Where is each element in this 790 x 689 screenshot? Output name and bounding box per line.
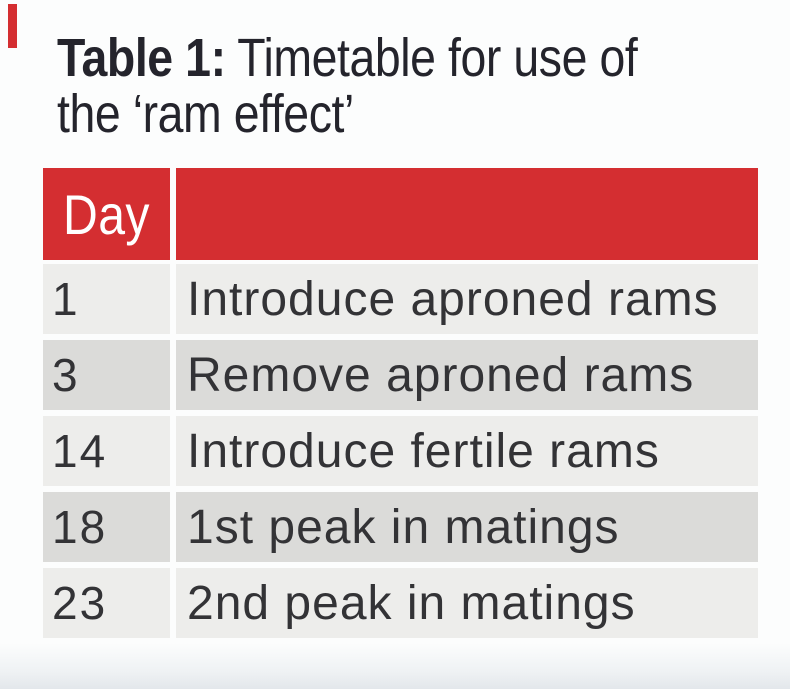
description-value: Introduce fertile rams [187, 424, 660, 478]
title-line-2: the ‘ram effect’ [57, 86, 732, 142]
title-line-2-text: the ‘ram effect’ [57, 84, 354, 144]
day-cell: 3 [43, 340, 170, 410]
day-value: 23 [52, 577, 108, 629]
ram-effect-timetable: Day 1 Introduce aproned rams 3 Remove ap… [43, 168, 758, 644]
day-value: 3 [52, 349, 80, 401]
day-header-label: Day [63, 182, 150, 246]
description-cell: Introduce aproned rams [176, 264, 758, 334]
empty-header-cell [176, 168, 758, 260]
day-value: 1 [52, 273, 80, 325]
description-value: 1st peak in matings [187, 500, 620, 554]
day-header-cell: Day [43, 168, 170, 260]
description-cell: 2nd peak in matings [176, 568, 758, 638]
table-header-row: Day [43, 168, 758, 260]
day-value: 14 [52, 425, 108, 477]
title-line-1: Table 1: Timetable for use of [57, 30, 732, 86]
description-cell: Introduce fertile rams [176, 416, 758, 486]
title-line-1-text: Timetable for use of [225, 28, 638, 88]
day-cell: 23 [43, 568, 170, 638]
description-value: Introduce aproned rams [187, 272, 719, 326]
description-value: 2nd peak in matings [187, 576, 636, 630]
table-row: 18 1st peak in matings [43, 492, 758, 562]
red-accent-bar [8, 4, 17, 48]
description-cell: Remove aproned rams [176, 340, 758, 410]
page-title: Table 1: Timetable for use of the ‘ram e… [57, 30, 732, 142]
table-row: 1 Introduce aproned rams [43, 264, 758, 334]
day-cell: 18 [43, 492, 170, 562]
day-cell: 14 [43, 416, 170, 486]
description-cell: 1st peak in matings [176, 492, 758, 562]
page-bottom-shadow [0, 643, 790, 689]
table-row: 23 2nd peak in matings [43, 568, 758, 638]
day-cell: 1 [43, 264, 170, 334]
title-table-label: Table 1: [57, 28, 226, 88]
day-value: 18 [52, 501, 108, 553]
table-row: 14 Introduce fertile rams [43, 416, 758, 486]
table-row: 3 Remove aproned rams [43, 340, 758, 410]
description-value: Remove aproned rams [187, 348, 695, 402]
